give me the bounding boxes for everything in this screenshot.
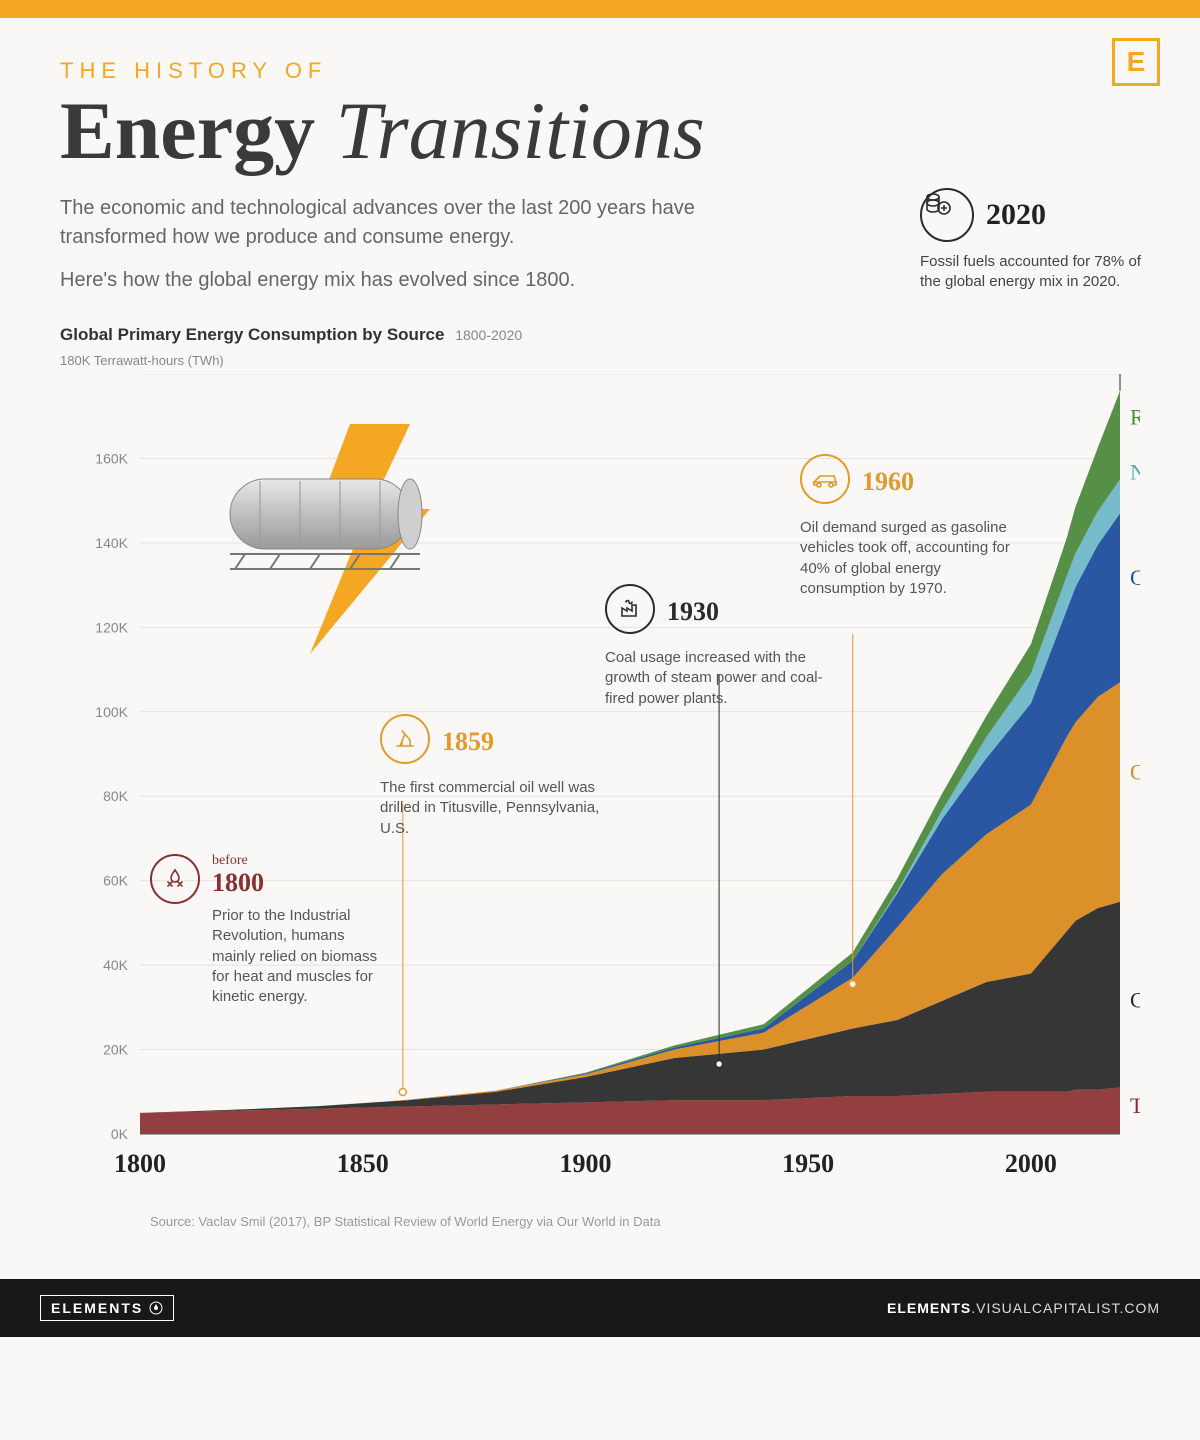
footer-brand-text: ELEMENTS [51,1300,143,1316]
title-italic: Transitions [336,85,705,176]
intro-p2: Here's how the global energy mix has evo… [60,266,780,295]
annotation-1930: 1930 Coal usage increased with the growt… [605,584,825,709]
footer-url: ELEMENTS.VISUALCAPITALIST.COM [887,1300,1160,1316]
footer-url-bold: ELEMENTS [887,1300,971,1316]
svg-text:Coal: Coal [1130,987,1140,1012]
factory-icon [605,584,655,634]
footer-url-rest: .VISUALCAPITALIST.COM [971,1300,1160,1316]
title-bold: Energy [60,85,315,176]
annotation-1960: 1960 Oil demand surged as gasoline vehic… [800,454,1030,599]
barrel-icon [920,188,974,242]
svg-text:1900: 1900 [559,1149,611,1178]
svg-text:2000: 2000 [1005,1149,1057,1178]
svg-text:1800: 1800 [114,1149,166,1178]
svg-text:100K: 100K [95,704,128,720]
page-title: Energy Transitions [60,90,1140,172]
svg-text:60K: 60K [103,873,129,889]
annotation-2020: 2020 Fossil fuels accounted for 78% of t… [920,188,1150,293]
svg-text:120K: 120K [95,619,128,635]
chart-unit-label: 180K Terrawatt-hours (TWh) [60,353,1140,368]
svg-text:1950: 1950 [782,1149,834,1178]
annotation-1800-year: 1800 [212,868,264,897]
car-icon [800,454,850,504]
pumpjack-icon [380,714,430,764]
intro-p1: The economic and technological advances … [60,194,780,252]
svg-text:0K: 0K [111,1126,129,1142]
flame-icon [149,1301,163,1315]
annotation-2020-body: Fossil fuels accounted for 78% of the gl… [920,252,1150,293]
top-accent-bar [0,0,1200,18]
fire-icon [150,854,200,904]
chart-area: 0K 20K 40K 60K 80K 100K 120K 140K 160K 1800 1850 19… [60,374,1140,1194]
chart-title-range: 1800-2020 [455,327,522,343]
eyebrow: THE HISTORY OF [60,58,1140,84]
svg-text:160K: 160K [95,450,128,466]
tank-bolt-illustration [200,414,500,654]
svg-text:Gas: Gas [1130,565,1140,590]
chart-title: Global Primary Energy Consumption by Sou… [60,325,1140,345]
annotation-2020-year: 2020 [986,198,1046,232]
annotation-1800-prefix: before [212,854,390,868]
svg-text:Oil: Oil [1130,759,1140,784]
svg-text:20K: 20K [103,1042,129,1058]
main-container: E THE HISTORY OF Energy Transitions The … [0,18,1200,1249]
svg-text:Renewables: Renewables [1130,405,1140,430]
annotation-1930-body: Coal usage increased with the growth of … [605,648,825,709]
elements-logo-badge: E [1112,38,1160,86]
annotation-1859-year: 1859 [442,727,494,757]
footer: ELEMENTS ELEMENTS.VISUALCAPITALIST.COM [0,1279,1200,1337]
annotation-1960-body: Oil demand surged as gasoline vehicles t… [800,518,1030,599]
svg-text:140K: 140K [95,535,128,551]
source-text: Source: Vaclav Smil (2017), BP Statistic… [150,1214,1140,1229]
annotation-1930-year: 1930 [667,597,719,627]
annotation-1859-body: The first commercial oil well was drille… [380,778,610,839]
intro-text: The economic and technological advances … [60,194,780,295]
chart-title-bold: Global Primary Energy Consumption by Sou… [60,325,444,344]
svg-text:Nuclear: Nuclear [1130,460,1140,485]
svg-text:40K: 40K [103,957,129,973]
svg-text:80K: 80K [103,788,129,804]
svg-text:Traditional Biomass: Traditional Biomass [1130,1093,1140,1118]
annotation-1960-year: 1960 [862,467,914,497]
logo-letter: E [1127,46,1146,78]
annotation-1800: before 1800 Prior to the Industrial Revo… [150,854,390,1007]
footer-brand: ELEMENTS [40,1295,174,1321]
annotation-1859: 1859 The first commercial oil well was d… [380,714,610,839]
annotation-1800-body: Prior to the Industrial Revolution, huma… [212,906,390,1007]
svg-text:1850: 1850 [337,1149,389,1178]
